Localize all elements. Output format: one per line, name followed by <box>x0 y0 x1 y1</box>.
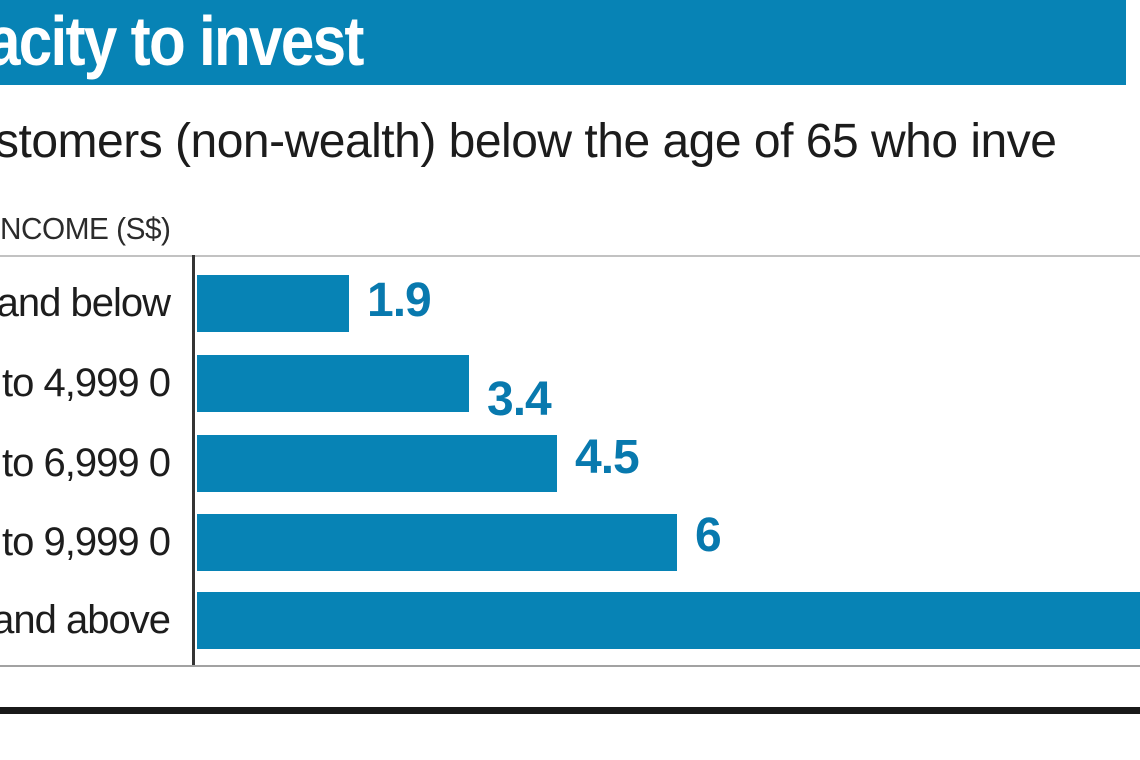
category-label: and above <box>0 598 171 642</box>
category-label: 0 to 6,999 <box>2 441 171 485</box>
figure-title: acity to invest <box>0 2 364 80</box>
bar <box>197 355 469 412</box>
value-label: 1.9 <box>367 274 432 327</box>
value-label: 4.5 <box>575 431 640 484</box>
bar <box>197 435 557 492</box>
chart-axis-line <box>192 255 195 667</box>
bar <box>197 592 1140 649</box>
category-label: and below <box>0 281 171 325</box>
chart-row: and below 1.9 <box>0 274 1140 332</box>
bar <box>197 514 677 571</box>
chart-row: 0 to 9,999 6 <box>0 509 1140 571</box>
axis-caption: NCOME (S$) <box>0 211 171 246</box>
bar <box>197 275 349 332</box>
chart-bottom-rule <box>0 665 1140 667</box>
figure-subtitle: stomers (non-wealth) below the age of 65… <box>0 115 1057 168</box>
value-label: 3.4 <box>487 373 552 426</box>
value-label: 6 <box>695 509 722 562</box>
chart-row: and above <box>0 592 1140 649</box>
category-label: 0 to 9,999 <box>2 520 171 564</box>
category-label: 0 to 4,999 <box>2 361 171 405</box>
footer-rule <box>0 707 1140 714</box>
chart-row: 0 to 4,999 3.4 <box>0 355 1140 426</box>
figure-header: acity to invest <box>0 0 1126 85</box>
chart-row: 0 to 6,999 4.5 <box>0 431 1140 492</box>
chart-top-rule <box>0 255 1140 257</box>
